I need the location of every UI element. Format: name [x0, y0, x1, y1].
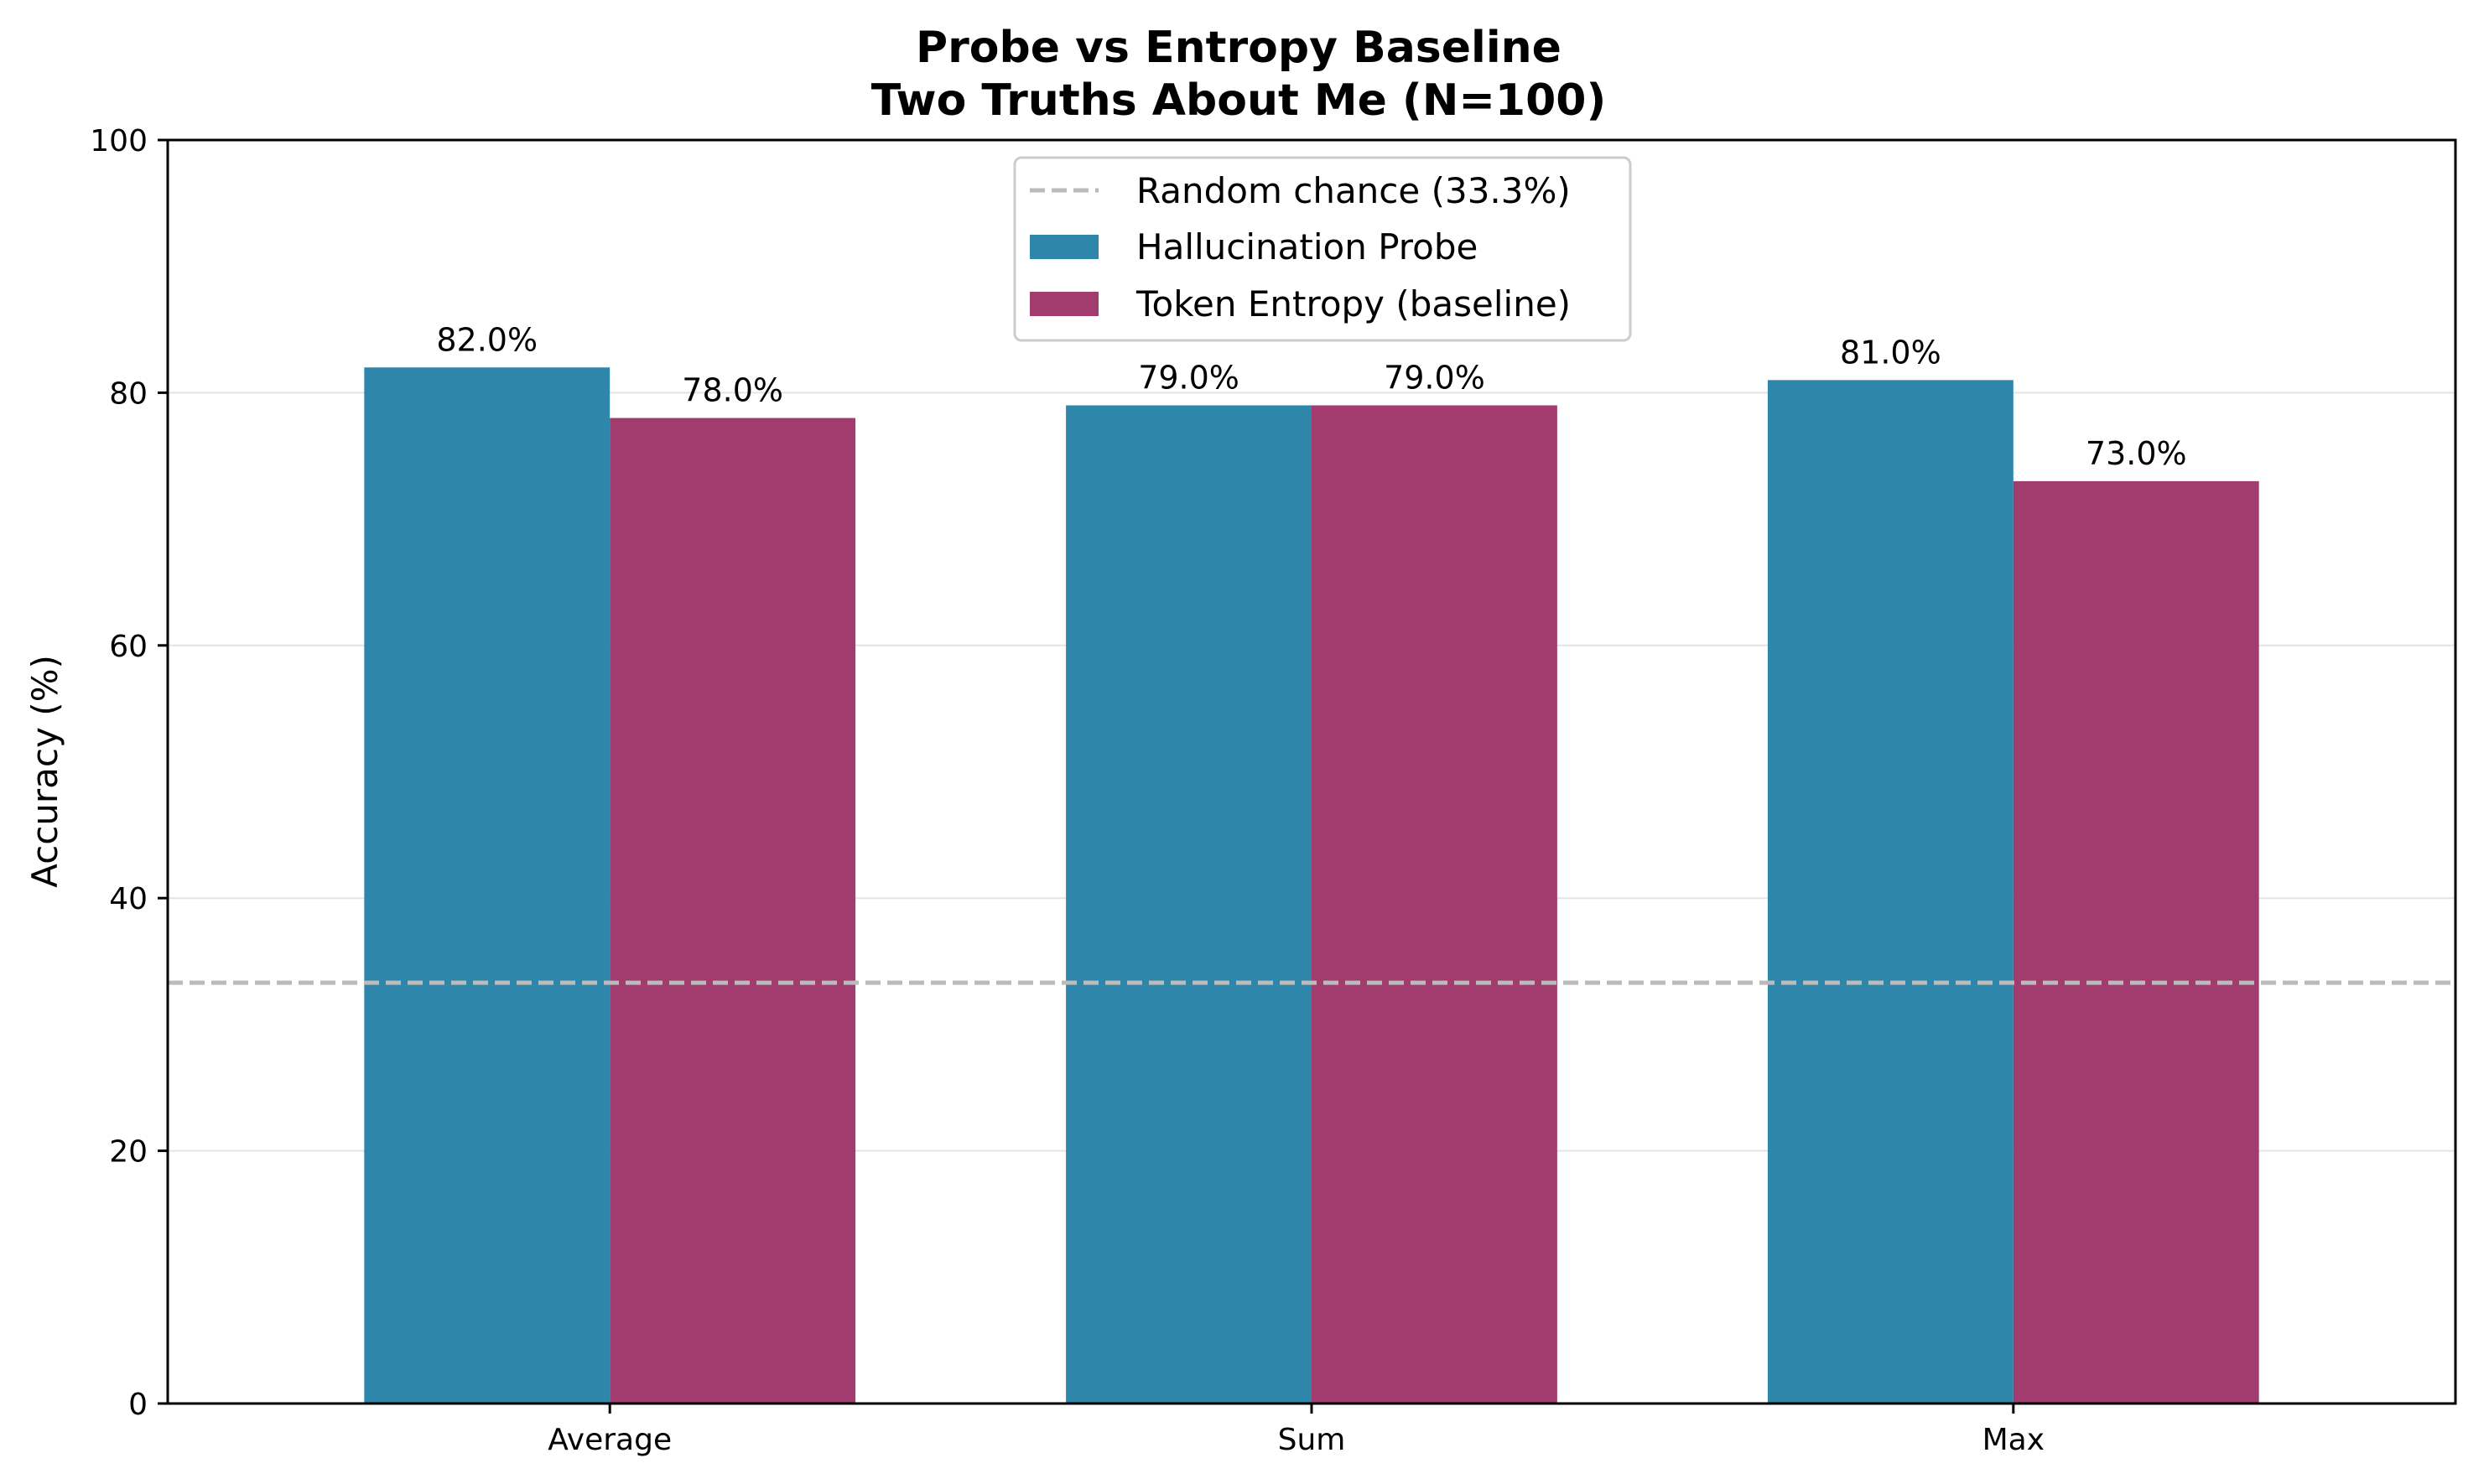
y-tick-label: 40	[109, 882, 148, 916]
legend-label-token-entropy: Token Entropy (baseline)	[1135, 283, 1571, 324]
value-labels: 82.0% 79.0% 81.0% 78.0% 79.0% 73.0%	[436, 321, 2186, 472]
y-tick-label: 0	[128, 1388, 148, 1422]
bar-value-label: 79.0%	[1384, 359, 1485, 396]
bars	[364, 367, 2259, 1404]
legend-label-hallucination-probe: Hallucination Probe	[1136, 226, 1478, 267]
legend-swatch-token-entropy	[1030, 292, 1099, 316]
y-tick-label: 100	[90, 124, 148, 158]
bar-value-label: 78.0%	[682, 372, 783, 409]
y-tick-label: 80	[109, 376, 148, 411]
y-tick-label: 20	[109, 1135, 148, 1170]
legend: Random chance (33.3%) Hallucination Prob…	[1013, 156, 1632, 342]
x-tick-label: Max	[1982, 1423, 2045, 1457]
bar-token-entropy-baseline--max	[2013, 480, 2259, 1404]
bar-value-label: 79.0%	[1138, 359, 1239, 396]
y-tick-label: 60	[109, 630, 148, 664]
chart-title-line1: Probe vs Entropy Baseline	[916, 23, 1561, 73]
bar-token-entropy-baseline--average	[610, 418, 856, 1404]
bar-hallucination-probe-max	[1767, 380, 2014, 1404]
bar-hallucination-probe-average	[364, 367, 611, 1404]
y-axis-ticks: 0 20 40 60 80 100	[90, 124, 168, 1422]
x-tick-label: Average	[548, 1423, 672, 1457]
chart-title-line2: Two Truths About Me (N=100)	[871, 75, 1606, 126]
legend-swatch-hallucination-probe	[1030, 235, 1099, 259]
x-axis-ticks: Average Sum Max	[548, 1404, 2045, 1457]
bar-token-entropy-baseline--sum	[1312, 405, 1557, 1404]
bar-value-label: 81.0%	[1840, 334, 1941, 371]
y-axis-label: Accuracy (%)	[24, 655, 65, 888]
x-tick-label: Sum	[1278, 1423, 1346, 1457]
bar-value-label: 73.0%	[2086, 435, 2187, 472]
bar-value-label: 82.0%	[436, 321, 538, 358]
bar-hallucination-probe-sum	[1066, 405, 1312, 1404]
legend-label-random-chance: Random chance (33.3%)	[1136, 170, 1571, 211]
legend-box	[1013, 156, 1632, 342]
